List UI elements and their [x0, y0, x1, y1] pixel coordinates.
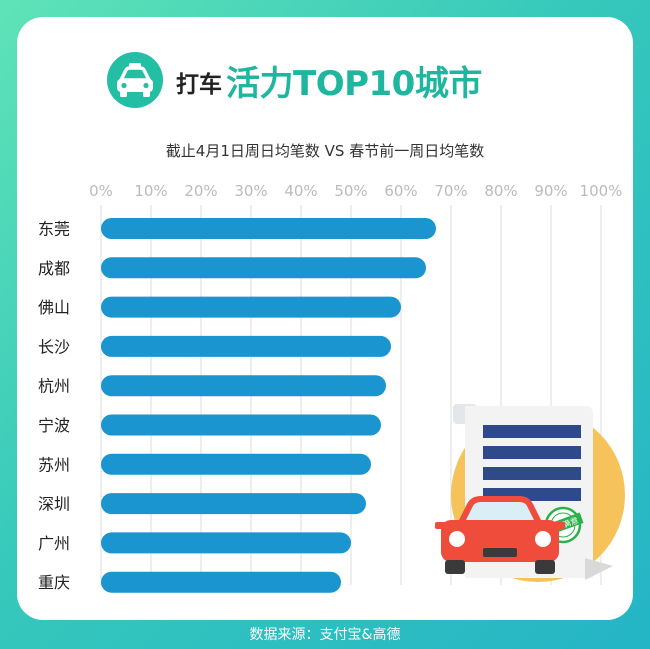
- bar-4: [101, 335, 391, 357]
- bar-10: [101, 571, 341, 593]
- page-title: 活力TOP10城市: [226, 64, 482, 104]
- title-prefix: 打车: [176, 72, 222, 98]
- bar-8: [101, 493, 366, 515]
- category-label: 宁波: [38, 416, 70, 435]
- bar-1: [101, 218, 436, 239]
- taxi-icon: [107, 52, 163, 108]
- x-tick-label: 70%: [434, 182, 467, 200]
- title-row: 打车 活力TOP10城市: [0, 52, 650, 108]
- car-and-document-icon: 用户满意: [435, 404, 625, 582]
- x-tick-label: 90%: [534, 182, 567, 200]
- bar-2: [101, 257, 426, 279]
- x-tick-label: 40%: [284, 182, 317, 200]
- bar-3: [101, 296, 401, 318]
- category-label: 深圳: [38, 495, 70, 514]
- category-label: 苏州: [38, 455, 70, 474]
- x-tick-label: 100%: [580, 182, 623, 200]
- category-label: 杭州: [38, 377, 70, 396]
- category-label: 佛山: [38, 298, 70, 317]
- category-label: 成都: [38, 259, 70, 278]
- x-tick-label: 50%: [334, 182, 367, 200]
- category-label: 东莞: [38, 220, 70, 239]
- data-source: 数据来源：支付宝&高德: [249, 627, 401, 643]
- x-tick-label: 0%: [89, 182, 113, 200]
- x-tick-label: 80%: [484, 182, 517, 200]
- category-label: 重庆: [38, 573, 70, 592]
- bar-9: [101, 532, 351, 554]
- bar-7: [101, 453, 371, 475]
- bar-5: [101, 375, 386, 397]
- x-tick-label: 30%: [234, 182, 267, 200]
- x-tick-label: 60%: [384, 182, 417, 200]
- category-label: 长沙: [38, 337, 70, 356]
- chart-subtitle: 截止4月1日周日均笔数 VS 春节前一周日均笔数: [165, 142, 485, 160]
- category-label: 广州: [38, 534, 70, 553]
- x-tick-label: 10%: [134, 182, 167, 200]
- bar-6: [101, 414, 381, 436]
- x-tick-label: 20%: [184, 182, 217, 200]
- bar-chart: 0% 10% 20% 30% 40% 50% 60% 70% 80% 90% 100% 东莞成都佛山…: [38, 182, 623, 593]
